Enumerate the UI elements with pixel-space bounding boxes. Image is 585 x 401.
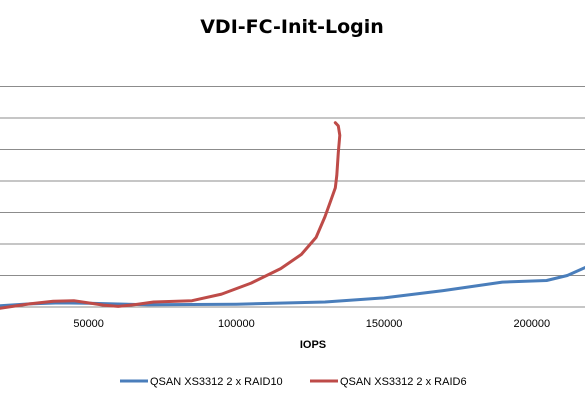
legend-label-1: QSAN XS3312 2 x RAID10 xyxy=(150,376,283,388)
series-line-2 xyxy=(0,121,342,310)
chart-title: VDI-FC-Init-Login xyxy=(200,16,384,38)
series-lines xyxy=(0,121,585,310)
x-tick-label: 150000 xyxy=(366,318,403,330)
legend-label-2: QSAN XS3312 2 x RAID6 xyxy=(340,376,467,388)
x-tick-label: 50000 xyxy=(73,318,104,330)
x-tick-label: 200000 xyxy=(513,318,550,330)
gridlines xyxy=(0,86,585,308)
x-tick-label: 100000 xyxy=(218,318,255,330)
series-line-1 xyxy=(0,266,585,308)
x-tick-labels: 50000 100000 150000 200000 xyxy=(73,318,550,330)
x-axis-label: IOPS xyxy=(300,339,326,351)
legend: QSAN XS3312 2 x RAID10 QSAN XS3312 2 x RA… xyxy=(120,376,467,388)
